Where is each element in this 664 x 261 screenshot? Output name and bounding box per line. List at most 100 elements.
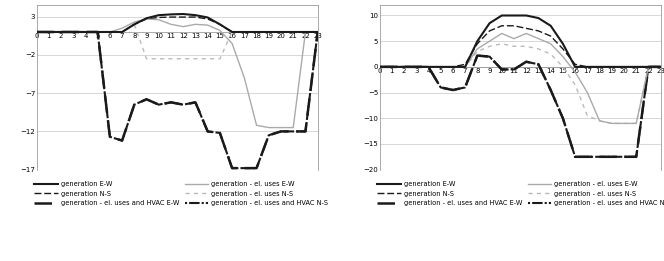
generation E-W [69, 31, 77, 34]
generation - el. uses E-W [57, 31, 65, 34]
generation - el. uses and HVAC E-W [522, 60, 530, 63]
generation - el. uses E-W [620, 122, 628, 125]
generation - el. uses N-S [535, 47, 542, 50]
generation - el. uses N-S [485, 45, 493, 48]
Line: generation N-S: generation N-S [37, 17, 317, 32]
Legend: generation E-W, generation N-S, generation - el. uses and HVAC E-W, generation -: generation E-W, generation N-S, generati… [35, 181, 328, 206]
generation - el. uses and HVAC E-W [632, 155, 640, 158]
generation - el. uses and HVAC N-S [449, 88, 457, 92]
generation - el. uses and HVAC N-S [290, 130, 297, 133]
generation - el. uses N-S [179, 57, 187, 60]
generation - el. uses N-S [191, 57, 199, 60]
generation - el. uses N-S [657, 65, 664, 68]
generation - el. uses E-W [228, 42, 236, 45]
generation - el. uses E-W [388, 65, 396, 68]
generation N-S [216, 23, 224, 26]
generation N-S [228, 31, 236, 34]
generation N-S [424, 65, 432, 68]
generation - el. uses and HVAC E-W [546, 88, 554, 92]
generation - el. uses and HVAC N-S [179, 103, 187, 106]
generation N-S [437, 65, 445, 68]
generation - el. uses and HVAC N-S [240, 167, 248, 170]
generation E-W [313, 31, 321, 34]
generation - el. uses and HVAC E-W [204, 130, 212, 133]
generation E-W [546, 24, 554, 27]
generation - el. uses and HVAC N-S [412, 65, 420, 68]
generation - el. uses N-S [522, 45, 530, 48]
generation - el. uses E-W [240, 76, 248, 79]
generation E-W [130, 23, 138, 26]
generation N-S [155, 16, 163, 19]
generation - el. uses and HVAC N-S [400, 65, 408, 68]
generation N-S [33, 31, 41, 34]
generation E-W [498, 14, 506, 17]
generation - el. uses and HVAC N-S [584, 155, 592, 158]
Line: generation - el. uses E-W: generation - el. uses E-W [37, 19, 317, 128]
generation N-S [559, 47, 567, 50]
generation - el. uses E-W [632, 122, 640, 125]
generation - el. uses N-S [106, 31, 114, 34]
generation - el. uses E-W [155, 18, 163, 21]
Line: generation - el. uses N-S: generation - el. uses N-S [37, 24, 317, 59]
generation - el. uses and HVAC N-S [461, 86, 469, 89]
generation E-W [82, 31, 90, 34]
generation - el. uses and HVAC N-S [69, 31, 77, 34]
generation N-S [82, 31, 90, 34]
generation - el. uses N-S [584, 114, 592, 117]
generation - el. uses N-S [265, 31, 273, 34]
generation - el. uses E-W [301, 31, 309, 34]
generation - el. uses and HVAC E-W [535, 63, 542, 66]
generation E-W [191, 14, 199, 17]
generation E-W [388, 65, 396, 68]
generation - el. uses and HVAC N-S [657, 65, 664, 68]
generation N-S [584, 65, 592, 68]
generation E-W [57, 31, 65, 34]
generation - el. uses and HVAC E-W [620, 155, 628, 158]
generation - el. uses E-W [313, 31, 321, 34]
generation - el. uses N-S [277, 31, 285, 34]
generation - el. uses N-S [94, 31, 102, 34]
generation - el. uses and HVAC E-W [155, 103, 163, 106]
generation - el. uses and HVAC E-W [313, 31, 321, 34]
generation N-S [290, 31, 297, 34]
generation - el. uses and HVAC E-W [498, 68, 506, 71]
generation E-W [400, 65, 408, 68]
generation N-S [657, 65, 664, 68]
generation N-S [412, 65, 420, 68]
generation N-S [535, 29, 542, 32]
generation N-S [130, 23, 138, 26]
Line: generation - el. uses and HVAC N-S: generation - el. uses and HVAC N-S [37, 32, 317, 168]
generation - el. uses and HVAC E-W [57, 31, 65, 34]
generation E-W [535, 16, 542, 20]
generation - el. uses N-S [559, 65, 567, 68]
generation - el. uses and HVAC E-W [290, 130, 297, 133]
generation - el. uses N-S [376, 65, 384, 68]
generation E-W [94, 31, 102, 34]
generation - el. uses and HVAC N-S [632, 155, 640, 158]
generation E-W [620, 65, 628, 68]
generation - el. uses and HVAC E-W [571, 155, 579, 158]
generation - el. uses and HVAC N-S [301, 130, 309, 133]
generation N-S [301, 31, 309, 34]
generation - el. uses and HVAC N-S [191, 101, 199, 104]
generation - el. uses and HVAC E-W [240, 167, 248, 170]
generation - el. uses and HVAC N-S [57, 31, 65, 34]
generation - el. uses N-S [69, 31, 77, 34]
generation E-W [632, 65, 640, 68]
generation - el. uses and HVAC E-W [228, 167, 236, 170]
generation E-W [252, 31, 260, 34]
generation - el. uses and HVAC N-S [608, 155, 616, 158]
generation E-W [559, 42, 567, 45]
Line: generation - el. uses E-W: generation - el. uses E-W [380, 33, 661, 123]
generation E-W [301, 31, 309, 34]
generation - el. uses N-S [510, 45, 518, 48]
generation - el. uses and HVAC N-S [252, 167, 260, 170]
generation - el. uses N-S [44, 31, 52, 34]
generation E-W [290, 31, 297, 34]
generation - el. uses and HVAC E-W [437, 86, 445, 89]
generation - el. uses and HVAC E-W [143, 98, 151, 101]
generation - el. uses and HVAC N-S [559, 117, 567, 120]
generation - el. uses N-S [437, 65, 445, 68]
generation E-W [204, 16, 212, 19]
generation - el. uses and HVAC N-S [106, 135, 114, 138]
